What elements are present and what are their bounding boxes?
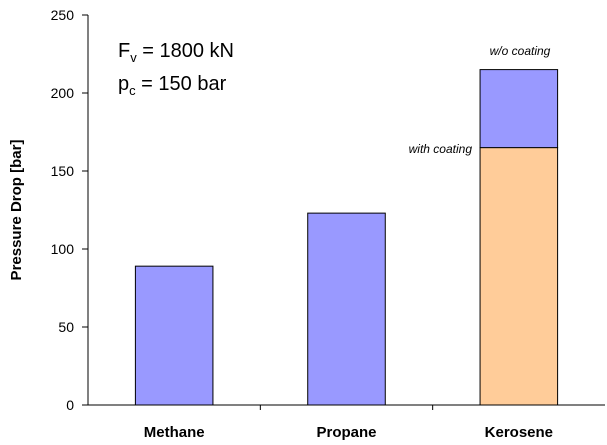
y-axis-label: Pressure Drop [bar] — [8, 140, 25, 281]
without-coating-label: w/o coating — [490, 44, 551, 58]
bar-methane-segment-1 — [134, 265, 214, 406]
x-tick-label-methane: Methane — [144, 424, 205, 441]
pressure-annotation-base: p — [118, 73, 129, 95]
axes-layer — [82, 14, 605, 410]
force-annotation: Fv = 1800 kN — [118, 40, 234, 65]
x-tick-label-kerosene: Kerosene — [485, 424, 553, 441]
force-annotation-subscript: v — [130, 50, 137, 65]
y-tick-label-100: 100 — [51, 241, 75, 257]
y-tick-label-150: 150 — [51, 163, 75, 179]
with-coating-label: with coating — [409, 142, 473, 156]
labels-layer: Methane Propane Kerosene 0 50 100 150 200 250 — [51, 7, 553, 441]
x-tick-label-propane: Propane — [316, 424, 376, 441]
force-annotation-value: = 1800 kN — [137, 40, 234, 62]
bars-layer — [134, 69, 559, 406]
pressure-annotation-subscript: c — [129, 83, 136, 98]
y-tick-label-50: 50 — [58, 319, 74, 335]
y-tick-label-250: 250 — [51, 7, 75, 23]
pressure-annotation: pc = 150 bar — [118, 73, 227, 98]
y-tick-label-200: 200 — [51, 85, 75, 101]
force-annotation-base: F — [118, 40, 130, 62]
bar-propane-segment-1 — [307, 212, 386, 406]
bar-kerosene-segment-1 — [479, 69, 559, 149]
pressure-annotation-value: = 150 bar — [136, 73, 227, 95]
y-tick-label-0: 0 — [66, 397, 74, 413]
bar-kerosene-segment-0 — [479, 147, 559, 406]
